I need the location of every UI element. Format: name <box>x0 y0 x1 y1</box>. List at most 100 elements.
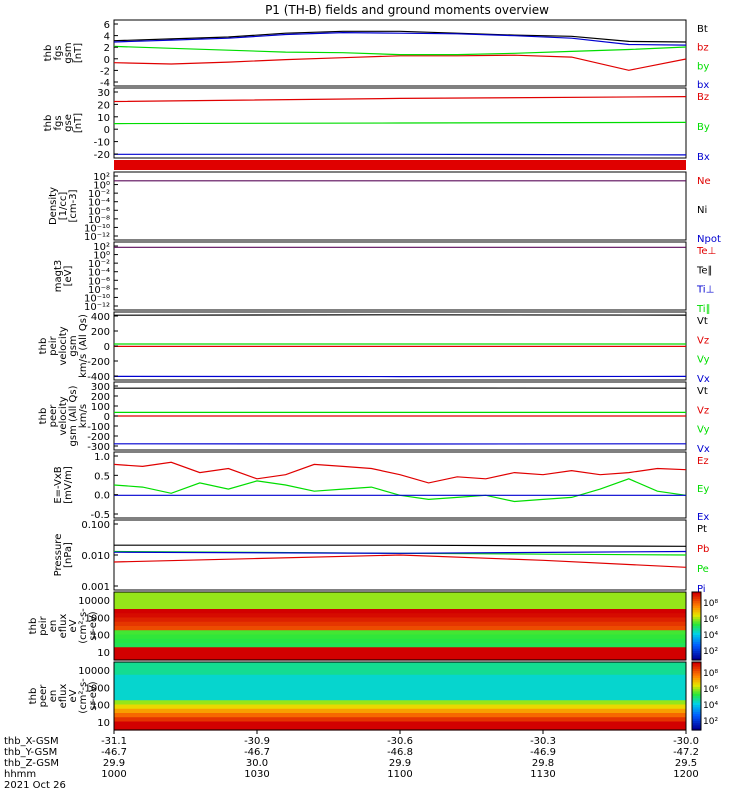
colorbar-segment <box>692 630 701 634</box>
y-axis-label-line: en <box>48 620 59 633</box>
y-tick-label: 1000 <box>85 613 110 624</box>
x-tick-label: -30.9 <box>244 736 270 747</box>
colorbar-segment <box>692 653 701 657</box>
colorbar-segment <box>692 623 701 627</box>
y-tick-label: 0 <box>104 125 110 136</box>
colorbar-segment <box>692 614 701 618</box>
y-tick-label: 400 <box>91 312 110 323</box>
colorbar-segment <box>692 621 701 625</box>
colorbar-segment <box>692 689 701 693</box>
y-tick-label: 200 <box>91 327 110 338</box>
spectrogram-band <box>114 655 686 661</box>
y-axis-label-line: [eV] <box>63 266 74 287</box>
spectrogram-band <box>114 604 686 610</box>
panel-3 <box>114 160 686 170</box>
colorbar-segment <box>692 646 701 650</box>
colorbar-segment <box>692 628 701 632</box>
y-axis-label-line: thb <box>38 408 49 425</box>
colorbar-segment <box>692 637 701 641</box>
spectrogram-band <box>114 609 686 614</box>
legend-ti∥: Ti∥ <box>696 304 711 315</box>
spectrogram-band <box>114 630 686 636</box>
panel-4: 10²10⁰10⁻²10⁻⁴10⁻⁶10⁻⁸10⁻¹⁰10⁻¹²Density[… <box>48 171 721 245</box>
legend-vy: Vy <box>697 425 710 436</box>
y-axis-label-line: sr-eV) <box>88 681 99 710</box>
spectrogram-band <box>114 666 686 672</box>
y-tick-label: 0 <box>104 412 110 423</box>
colorbar-segment <box>692 700 701 704</box>
y-axis-label: Density [1/cc] [cm-3] <box>48 187 79 225</box>
colorbar-tick-label: 10⁸ <box>703 669 718 679</box>
y-axis-label-line: gse <box>63 114 74 132</box>
legend-ex: Ex <box>697 512 709 523</box>
y-tick-label: 0 <box>104 342 110 353</box>
y-axis-label-line: Pressure <box>53 534 64 577</box>
plot-frame <box>113 591 687 661</box>
y-tick-label: 4 <box>104 32 110 43</box>
colorbar-segment <box>692 655 701 659</box>
colorbar-tick-label: 10⁴ <box>703 701 718 711</box>
plot-frame <box>113 241 687 311</box>
x-tick-label: 1130 <box>530 769 555 780</box>
colorbar-segment <box>692 603 701 607</box>
y-tick-label: -2 <box>100 66 110 77</box>
spectrogram-band <box>114 696 686 701</box>
y-tick-label: 10² <box>93 242 110 253</box>
y-tick-label: -0.5 <box>90 510 110 521</box>
legend-ne: Ne <box>697 176 711 187</box>
colorbar-segment <box>692 714 701 717</box>
spectrogram-band <box>114 613 686 619</box>
y-tick-label: 10000 <box>78 596 110 607</box>
colorbar-segment <box>692 709 701 713</box>
separator-band <box>114 160 686 170</box>
colorbar-segment <box>692 596 701 600</box>
y-axis-label-line: (cm²-s- <box>78 678 89 714</box>
colorbar-segment <box>692 592 701 595</box>
spectrogram-band <box>114 600 686 606</box>
series-pb-line <box>113 554 687 568</box>
y-axis-label-line: [nPa] <box>63 542 74 568</box>
legend-vx: Vx <box>697 444 710 455</box>
y-tick-label: 10⁻⁶ <box>88 206 110 217</box>
y-tick-label: 10 <box>97 718 110 729</box>
spectrogram-band <box>114 679 686 684</box>
y-tick-label: -200 <box>87 432 110 443</box>
x-tick-label: -46.9 <box>530 747 556 758</box>
y-tick-label: 0.100 <box>81 520 110 531</box>
legend-bx: bx <box>697 80 709 91</box>
colorbar-segment <box>692 680 701 683</box>
x-tick-label: -46.7 <box>101 747 127 758</box>
legend-vz: Vz <box>697 405 709 416</box>
y-axis-label-line: velocity <box>58 396 69 435</box>
y-axis-label-line: [cm-3] <box>68 189 79 222</box>
y-axis-label-line: E=-VxB <box>53 466 64 503</box>
y-axis-label-line: thb <box>43 115 54 132</box>
y-axis-label-line: thb <box>28 688 39 705</box>
x-tick-label: 1200 <box>673 769 698 780</box>
y-axis-label: thb peir en eflux eV (cm²-s-sr-eV) <box>28 608 99 644</box>
y-axis-label: thb peer en eflux eV (cm²-s-sr-eV) <box>28 678 99 714</box>
y-tick-label: 10⁻² <box>88 259 110 270</box>
colorbar-segment <box>692 648 701 652</box>
y-tick-label: 10⁰ <box>93 181 110 192</box>
y-tick-label: 300 <box>91 382 110 393</box>
series-pi-line <box>113 550 687 554</box>
spectrogram-band <box>114 647 686 653</box>
colorbar-segment <box>692 727 701 731</box>
y-axis-label-line: fgs <box>53 45 64 60</box>
colorbar-segment <box>692 725 701 729</box>
y-axis-label: thb fgs gse [nT] <box>43 113 84 133</box>
colorbar-segment <box>692 641 701 645</box>
series-ez-line <box>113 461 687 484</box>
legend-vx: Vx <box>697 374 710 385</box>
y-axis-label-line: eV <box>68 619 79 632</box>
y-tick-label: -4 <box>100 78 110 89</box>
spectrogram-band <box>114 643 686 648</box>
x-tick-label: 29.5 <box>675 758 697 769</box>
spectrogram-band <box>114 651 686 657</box>
spectrogram-band <box>114 717 686 723</box>
